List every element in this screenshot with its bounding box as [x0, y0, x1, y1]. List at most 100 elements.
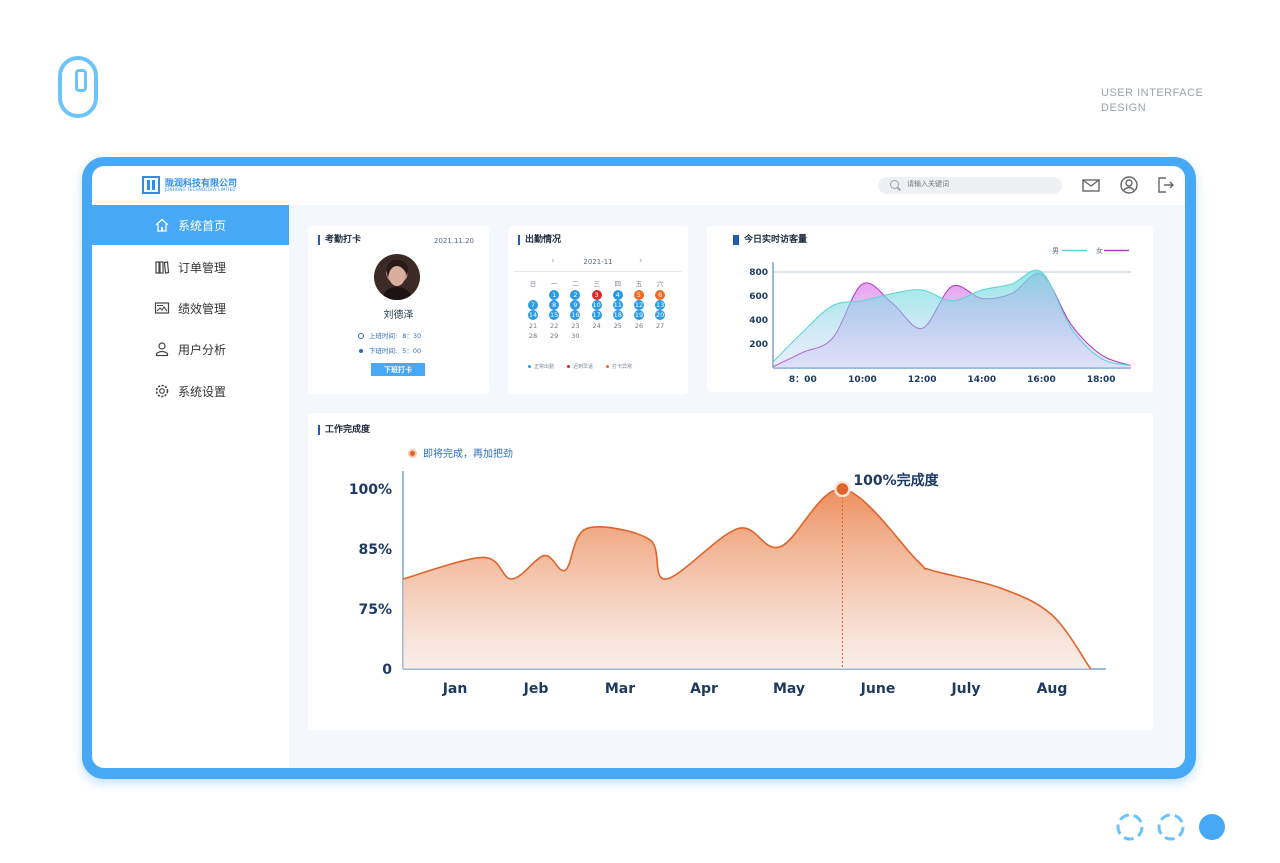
corner-caption-line1: USER INTERFACE	[1101, 87, 1204, 99]
avatar[interactable]	[374, 254, 420, 300]
calendar-weekday: 一	[550, 280, 558, 288]
calendar-day[interactable]: 19	[634, 310, 644, 321]
calendar-day[interactable]: 22	[550, 321, 559, 330]
calendar-next-icon[interactable]: ›	[639, 256, 643, 266]
calendar-day[interactable]: 11	[612, 300, 623, 311]
calendar-day[interactable]: 20	[655, 310, 666, 321]
visitors-y-tick: 800	[749, 268, 768, 278]
home-icon	[155, 218, 169, 232]
visitors-y-tick: 600	[749, 292, 768, 302]
books-icon	[155, 261, 170, 274]
calendar-weekday: 六	[656, 280, 664, 288]
calendar-day[interactable]: 14	[528, 310, 538, 321]
user-circle-icon[interactable]	[1119, 175, 1139, 195]
calendar-day[interactable]: 13	[655, 300, 666, 311]
legend-late-dot	[567, 365, 570, 368]
checkout-row: 下班时间: 5：00	[358, 345, 421, 355]
legend-dot-icon	[408, 449, 417, 458]
completion-x-tick: Jeb	[523, 681, 549, 697]
sidebar-item-user-analysis[interactable]: 用户分析	[92, 329, 289, 369]
search-box[interactable]	[878, 177, 1062, 194]
legend-abnormal-dot	[606, 365, 609, 368]
mouse-icon	[58, 56, 98, 118]
legend-late: 迟到早退	[567, 363, 593, 370]
calendar-day[interactable]: 29	[550, 331, 559, 340]
sidebar-item-label: 绩效管理	[178, 301, 227, 316]
calendar-day[interactable]: 8	[549, 300, 560, 311]
sidebar-item-label: 系统设置	[178, 384, 227, 399]
sidebar-item-orders[interactable]: 订单管理	[92, 247, 289, 287]
completion-title: 工作完成度	[318, 425, 370, 435]
calendar-day[interactable]: 21	[528, 321, 538, 330]
sidebar-item-performance[interactable]: 绩效管理	[92, 288, 289, 328]
calendar-day[interactable]: 9	[570, 300, 581, 311]
calendar-day[interactable]: 24	[592, 321, 601, 330]
calendar-day[interactable]: 27	[656, 321, 665, 330]
completion-y-tick: 75%	[358, 602, 392, 618]
calendar-day[interactable]: 2	[570, 290, 581, 300]
calendar-day[interactable]: 3	[591, 290, 602, 300]
visitors-x-tick: 14:00	[968, 375, 997, 385]
corner-caption: USER INTERFACE DESIGN	[1101, 86, 1203, 116]
legend-normal-label: 正常出勤	[534, 364, 555, 370]
legend-normal: 正常出勤	[528, 363, 554, 370]
calendar-day[interactable]: 30	[571, 331, 580, 340]
calendar-day[interactable]: 7	[528, 300, 538, 311]
avatar-portrait-icon	[382, 259, 412, 300]
completion-x-tick: July	[950, 681, 980, 697]
calendar-day[interactable]: 1	[549, 290, 560, 300]
calendar-day[interactable]: 25	[613, 321, 622, 330]
attendance-calendar-card: 出勤情况 ‹ 2021-11 › 日一二三四五六 1 2 3 4 5 6 7 8 9 10 11 12 1…	[508, 226, 688, 394]
completion-chart: 0 75% 85% 100% Jan Jeb Mar Apr May June July Aug 100…	[349, 471, 1106, 697]
search-input[interactable]	[907, 180, 1047, 188]
company-name: 陇润科技有限公司	[165, 179, 238, 189]
calendar-day[interactable]: 18	[612, 310, 623, 321]
calendar-day[interactable]: 10	[591, 300, 602, 311]
visitors-area-male	[773, 270, 1131, 368]
checkin-row: 上班时间: 8：30	[358, 330, 421, 340]
calendar-day[interactable]: 12	[634, 300, 644, 311]
carousel-dot-2[interactable]	[1157, 813, 1185, 841]
calendar-weekday: 日	[529, 280, 537, 288]
calendar-day[interactable]: 15	[549, 310, 560, 321]
completion-x-tick: Aug	[1037, 681, 1068, 697]
mail-icon[interactable]	[1081, 175, 1101, 195]
completion-x-tick: Mar	[605, 681, 635, 697]
completion-peak-point[interactable]	[834, 480, 851, 498]
calendar-day[interactable]: 5	[634, 290, 644, 300]
calendar-day[interactable]: 16	[570, 310, 581, 321]
carousel-dot-3-active[interactable]	[1199, 814, 1225, 840]
person-icon	[155, 342, 169, 357]
calendar-day[interactable]: 17	[591, 310, 602, 321]
sidebar-item-settings[interactable]: 系统设置	[92, 371, 289, 411]
punch-out-button[interactable]: 下班打卡	[371, 363, 425, 376]
sidebar-item-label: 用户分析	[178, 342, 227, 357]
search-icon	[890, 180, 899, 189]
attendance-card: 考勤打卡 2021.11.20 刘德泽 上班时间: 8：30 下班时间: 5：00 …	[308, 226, 489, 394]
visitors-chart: 200 400 600 800 8：00 10:00 12:00 14:00 16:00 18:0…	[749, 246, 1132, 385]
corner-caption-line2: DESIGN	[1101, 102, 1147, 114]
visitors-x-tick: 18:00	[1087, 375, 1116, 385]
legend-abnormal: 打卡异常	[606, 363, 632, 370]
completion-x-tick: Apr	[690, 681, 718, 697]
company-name-en: JUNHONG TECHNOLOGY LIMITED	[165, 187, 236, 192]
calendar-prev-icon[interactable]: ‹	[551, 256, 555, 266]
calendar-day[interactable]: 4	[612, 290, 623, 300]
carousel-dot-1[interactable]	[1116, 813, 1144, 841]
logout-icon[interactable]	[1156, 175, 1176, 195]
completion-y-tick: 0	[382, 662, 392, 678]
completion-x-tick: June	[860, 681, 896, 697]
calendar-divider	[514, 271, 682, 272]
image-card-icon	[154, 302, 170, 314]
calendar-day[interactable]: 26	[634, 321, 644, 330]
visitors-legend-label: 男	[1052, 247, 1059, 255]
calendar-day[interactable]: 23	[571, 321, 580, 330]
sidebar-item-home[interactable]: 系统首页	[92, 205, 289, 245]
calendar-title: 出勤情况	[518, 235, 561, 245]
visitors-title: 今日实时访客量	[733, 235, 807, 245]
calendar-day[interactable]: 28	[528, 331, 538, 340]
checkin-label: 上班时间:	[369, 332, 398, 340]
calendar-weekday: 五	[635, 280, 643, 288]
calendar-day[interactable]: 6	[655, 290, 666, 300]
sidebar-item-label: 系统首页	[178, 218, 227, 233]
